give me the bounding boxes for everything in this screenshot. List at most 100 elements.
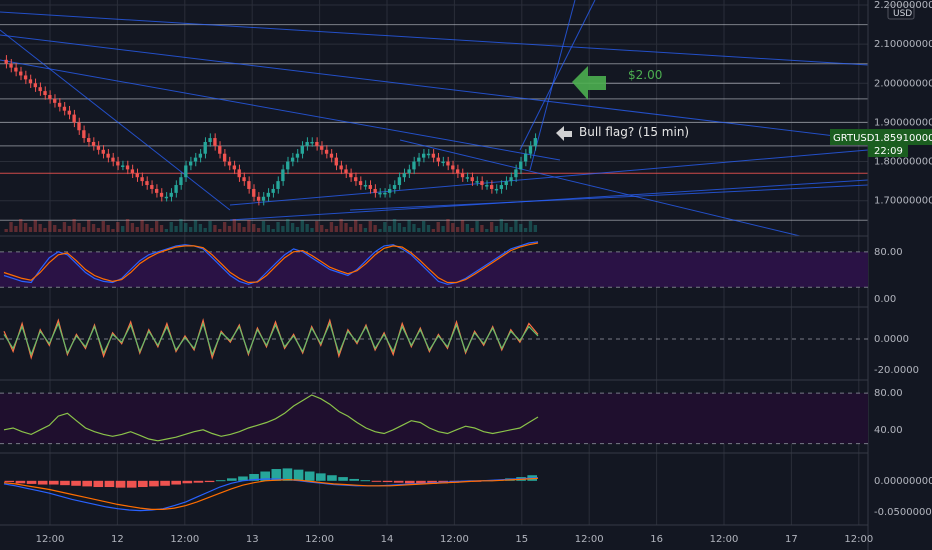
candle-body	[67, 110, 71, 115]
currency-label: USD	[893, 9, 912, 19]
macd-histogram-bar	[204, 480, 215, 483]
candle-body	[519, 161, 523, 170]
volume-bar	[320, 225, 324, 232]
candle-body	[227, 161, 232, 166]
panel-tick-label: -20.0000	[874, 365, 919, 376]
symbol-label: GRTUSD	[833, 133, 875, 144]
candle-body	[140, 177, 144, 182]
volume-bar	[339, 219, 343, 232]
stochastic-panel[interactable]: 80.00 0.00	[0, 241, 903, 305]
volume-bar	[198, 224, 203, 232]
macd-histogram-bar	[304, 471, 315, 481]
candle-body	[392, 185, 397, 189]
volume-bar	[514, 220, 518, 232]
candle-body	[62, 106, 67, 111]
time-tick-label: 12:00	[844, 534, 873, 545]
candle-body	[193, 157, 198, 162]
volume-bar	[373, 225, 377, 232]
volume-bar	[213, 225, 217, 232]
macd-histogram-bar	[49, 480, 59, 485]
volume-bar	[363, 228, 368, 232]
candle-body	[349, 173, 353, 178]
candle-body	[431, 153, 436, 158]
macd-histogram-bar	[293, 469, 304, 481]
volume-bar	[242, 227, 246, 232]
macd-histogram-bar	[93, 480, 104, 488]
candle-body	[116, 161, 120, 166]
stoch-k-line	[3, 241, 539, 285]
candle-body	[242, 177, 246, 182]
price-tick-label: 1.70000000	[874, 196, 932, 207]
candle-body	[465, 177, 470, 179]
candle-body	[174, 185, 178, 193]
countdown-label: 22:09	[874, 146, 903, 157]
candle-body	[252, 188, 256, 197]
volume-bar	[169, 222, 173, 232]
candle-body	[38, 87, 42, 92]
candle-body	[154, 188, 159, 193]
volume-bar	[145, 224, 149, 232]
volume-bar	[533, 225, 537, 232]
macd-panel[interactable]: 0.00000000 -0.05000000	[3, 468, 932, 518]
candle-body	[72, 114, 76, 123]
candle-body	[494, 188, 499, 191]
rsi-panel[interactable]: 80.00 40.00	[0, 388, 903, 445]
candle-body	[441, 161, 445, 164]
current-price-badge	[830, 129, 932, 145]
arrow-pointer-icon	[556, 126, 572, 141]
stoch-d-line	[3, 242, 539, 284]
candle-body	[276, 181, 280, 189]
volume-bar	[96, 228, 101, 232]
volume-bar	[402, 227, 406, 232]
volume-bar	[82, 227, 86, 232]
price-axis[interactable]: USD 2.20000000 2.10000000 2.00000000 1.9000…	[830, 0, 932, 207]
volume-bar	[48, 221, 52, 232]
macd-histogram-bar	[316, 473, 326, 481]
candle-body	[159, 192, 164, 197]
volume-bar	[388, 226, 392, 232]
volume-bar	[111, 229, 115, 232]
price-tick-label: 2.00000000	[874, 78, 932, 89]
currency-badge[interactable]	[887, 4, 915, 20]
volume-bar	[412, 224, 416, 232]
volume-bar	[519, 224, 523, 232]
candle-body	[222, 153, 227, 162]
candle-body	[33, 83, 37, 88]
candle-body	[213, 138, 217, 146]
candle-body	[324, 149, 329, 154]
macd-histogram-bar	[260, 471, 270, 481]
macd-signal-line	[3, 477, 539, 510]
volume-bar	[179, 219, 183, 232]
price-panel[interactable]: $2.00 Bull flag? (15 min)	[0, 0, 869, 237]
macd-histogram-bar	[126, 480, 137, 488]
bull-flag-annotation: Bull flag? (15 min)	[579, 125, 689, 139]
candle-body	[451, 165, 455, 170]
volume-bar	[358, 224, 363, 232]
candle-body	[23, 75, 28, 80]
momentum-panel[interactable]: 0.0000 -20.0000	[0, 318, 919, 376]
volume-bar	[465, 224, 470, 232]
time-axis[interactable]: 12:00 12 12:00 13 12:00 14 12:00 15 12:00 16 12:00…	[36, 534, 874, 545]
volume-bar	[266, 225, 270, 232]
axis-tick-labels: 2.20000000 2.10000000 2.00000000 1.90000000…	[874, 0, 932, 207]
volume-bar	[349, 227, 353, 232]
macd-histogram-bar	[360, 480, 371, 482]
volume-bar	[528, 221, 533, 232]
candle-body	[198, 153, 203, 158]
volume-bar	[286, 219, 290, 232]
volume-bar	[523, 228, 528, 232]
macd-histogram-bar	[138, 480, 148, 488]
candle-body	[106, 153, 110, 158]
candle-body	[237, 169, 241, 178]
volume-bar	[305, 224, 309, 232]
volume-bar	[130, 223, 135, 232]
candle-body	[499, 185, 504, 189]
time-tick-label: 16	[650, 534, 663, 545]
candle-body	[77, 122, 81, 131]
candle-body	[232, 165, 237, 170]
panel-separators	[0, 0, 869, 550]
candle-body	[96, 145, 101, 150]
macd-histogram-bar	[382, 480, 393, 483]
macd-histogram-bar	[60, 480, 70, 486]
